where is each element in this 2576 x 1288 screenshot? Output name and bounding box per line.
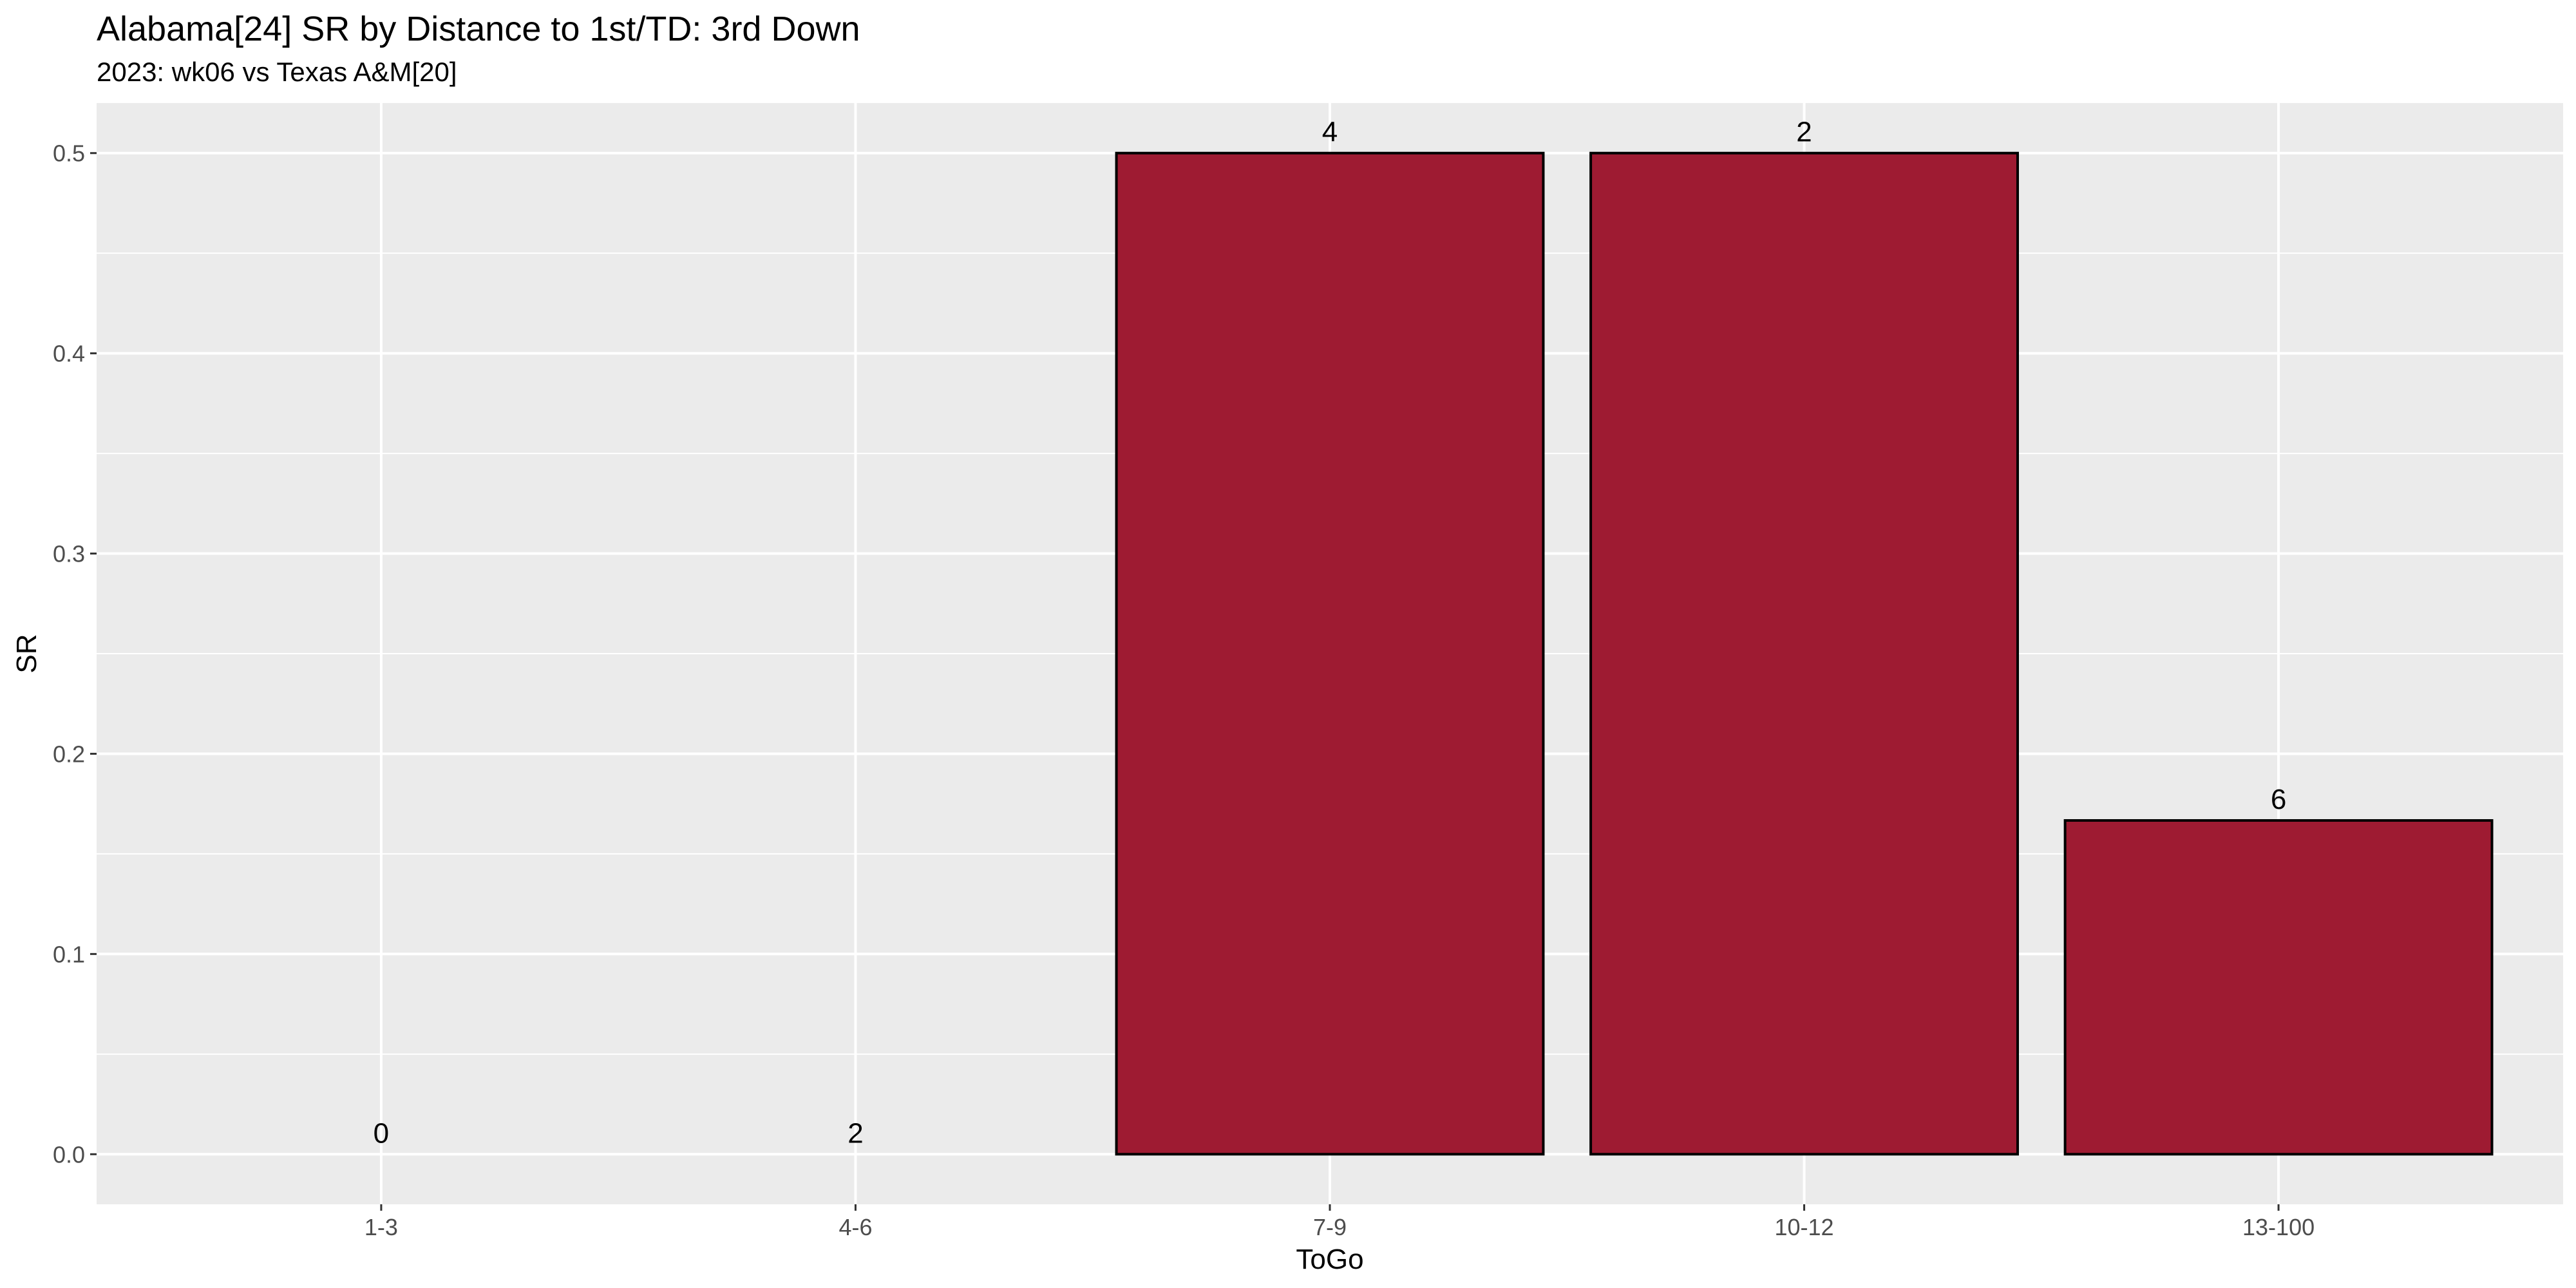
y-axis-title: SR (11, 634, 43, 673)
bar-count-label: 2 (848, 1117, 863, 1149)
bars (1115, 151, 2494, 1156)
x-axis: 1-3 4-6 7-9 10-12 13-100 (365, 1204, 2315, 1240)
bar (1115, 151, 1545, 1156)
bar (1589, 151, 2019, 1156)
x-axis-title: ToGo (1296, 1244, 1363, 1275)
bar-count-label: 4 (1322, 117, 1338, 148)
y-tick-label: 0.0 (53, 1141, 85, 1168)
x-tick-label: 4-6 (838, 1214, 872, 1240)
y-tick-label: 0.1 (53, 941, 85, 967)
bar (2063, 819, 2494, 1156)
y-tick-label: 0.5 (53, 140, 85, 167)
x-tick-label: 10-12 (1774, 1214, 1833, 1240)
bar-count-label: 6 (2271, 784, 2286, 815)
x-tick-label: 7-9 (1313, 1214, 1347, 1240)
y-tick-label: 0.4 (53, 341, 85, 367)
y-tick-label: 0.3 (53, 541, 85, 567)
chart-subtitle: 2023: wk06 vs Texas A&M[20] (97, 57, 457, 87)
x-tick-label: 13-100 (2242, 1214, 2315, 1240)
bar-count-label: 0 (374, 1117, 389, 1149)
y-tick-label: 0.2 (53, 741, 85, 767)
x-tick-label: 1-3 (365, 1214, 398, 1240)
bar-count-label: 2 (1796, 117, 1812, 148)
y-axis: 0.0 0.1 0.2 0.3 0.4 0.5 (53, 140, 97, 1168)
chart-title: Alabama[24] SR by Distance to 1st/TD: 3r… (97, 10, 860, 48)
bar-count-labels: 0 2 4 2 6 (374, 117, 2287, 1150)
